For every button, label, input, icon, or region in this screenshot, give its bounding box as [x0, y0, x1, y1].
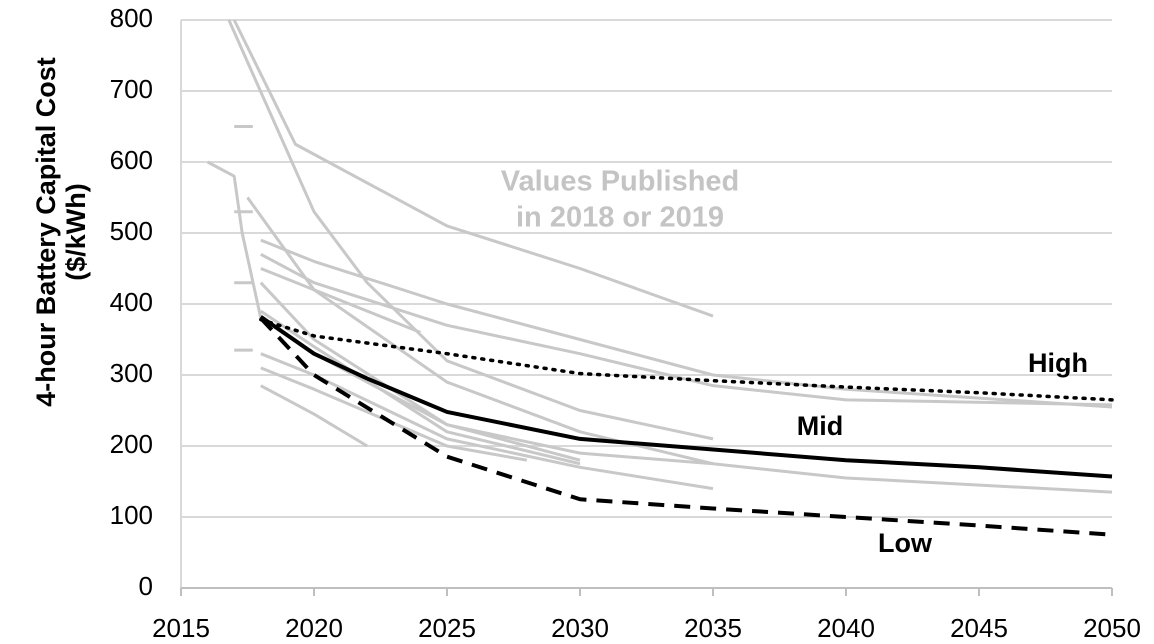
y-axis-title: 4-hour Battery Capital Cost ($/kWh) — [31, 57, 91, 407]
y-tick-label: 800 — [110, 3, 153, 33]
x-tick-label: 2040 — [817, 613, 875, 643]
y-axis-title-line: ($/kWh) — [61, 183, 91, 281]
annotation: in 2018 or 2019 — [516, 202, 724, 234]
y-tick-label: 700 — [110, 74, 153, 104]
published-line — [260, 238, 1113, 409]
x-tick-label: 2035 — [684, 613, 742, 643]
y-tick-label: 500 — [110, 216, 153, 246]
y-tick-label: 600 — [110, 145, 153, 175]
y-tick-label: 300 — [110, 358, 153, 388]
y-tick-label: 100 — [110, 500, 153, 530]
published-line — [260, 267, 421, 334]
series-line — [259, 316, 1113, 537]
annotation: Values Published — [501, 166, 740, 198]
y-axis-title-line: 4-hour Battery Capital Cost — [31, 57, 61, 407]
series-label: Low — [878, 528, 933, 558]
series-label: Mid — [797, 411, 844, 441]
y-tick-label: 400 — [110, 287, 153, 317]
series-line — [259, 315, 1113, 479]
x-tick-label: 2025 — [418, 613, 476, 643]
published-line — [259, 281, 1113, 494]
series-line — [259, 317, 1114, 402]
x-tick-label: 2020 — [285, 613, 343, 643]
series-label: High — [1028, 348, 1088, 378]
x-tick-label: 2015 — [152, 613, 210, 643]
x-tick-label: 2050 — [1083, 613, 1141, 643]
y-tick-label: 0 — [139, 571, 153, 601]
y-tick-label: 200 — [110, 429, 153, 459]
x-tick-label: 2030 — [551, 613, 609, 643]
published-line — [260, 252, 1113, 407]
published-line — [260, 384, 368, 448]
published-line — [227, 19, 714, 441]
x-tick-label: 2045 — [950, 613, 1008, 643]
published-line — [260, 352, 714, 491]
published-line — [232, 19, 714, 318]
